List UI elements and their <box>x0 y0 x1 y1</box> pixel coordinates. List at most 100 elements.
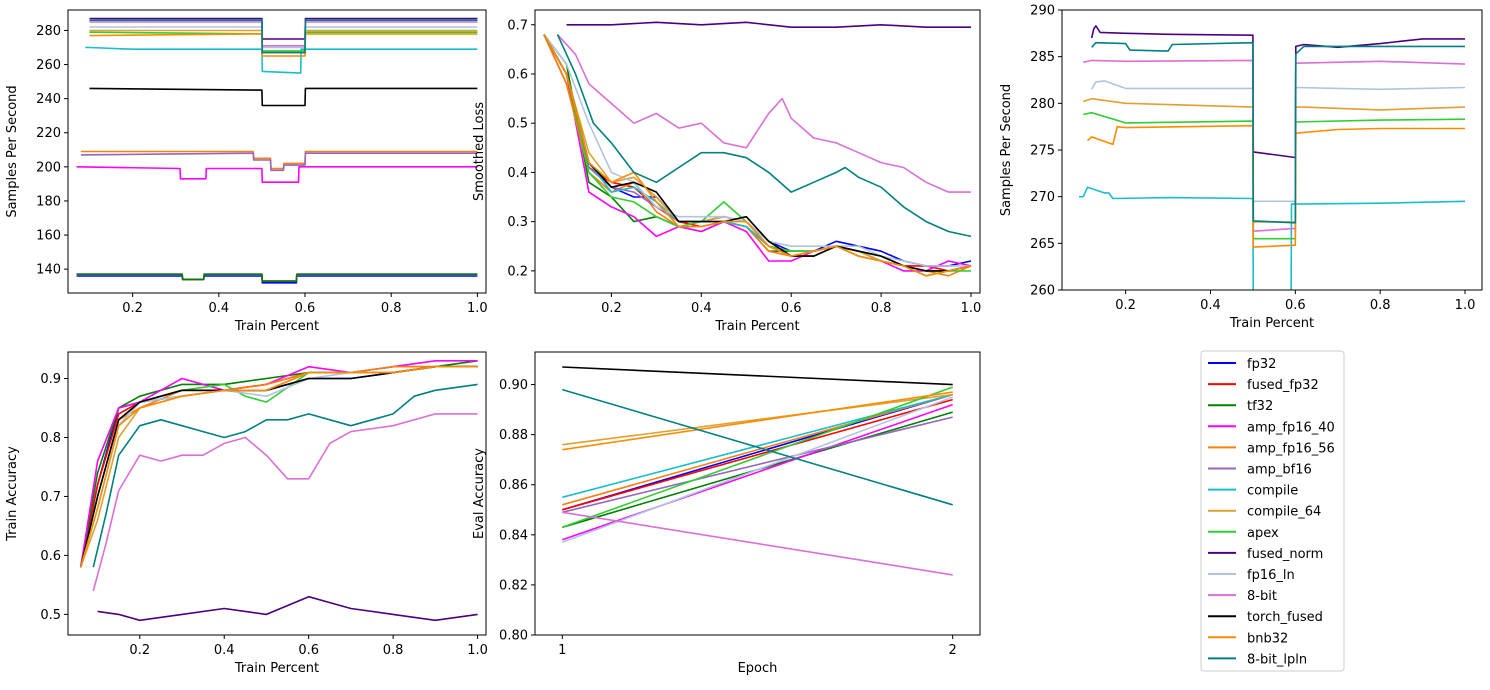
series-line-fp16_ln <box>1091 80 1466 203</box>
x-tick-label: 0.2 <box>1115 298 1136 313</box>
y-tick-label: 280 <box>36 24 61 39</box>
series-group <box>79 359 478 622</box>
series-line-bnb32 <box>89 33 478 57</box>
x-tick-label: 0.2 <box>129 643 150 658</box>
legend-label: fp32 <box>1247 357 1276 372</box>
chart-throughput_zoom: 0.2 0.4 0.6 0.8 1.0 260 265 270 275 280 285 290 Trai… <box>999 4 1483 331</box>
legend-item-fused_norm: fused_norm <box>1208 547 1323 562</box>
x-axis-label: Train Percent <box>234 319 319 334</box>
series-line-apex <box>562 386 953 529</box>
series-line-tf32 <box>79 360 478 568</box>
legend-item-bnb32: bnb32 <box>1208 631 1288 646</box>
series-line-8-bit <box>562 511 953 576</box>
series-group <box>1079 25 1466 290</box>
series-line-8-bit_lpln <box>1091 41 1465 224</box>
y-tick-label: 290 <box>1030 4 1055 19</box>
series-line-fused_fp32 <box>562 398 953 511</box>
y-tick-label: 0.6 <box>40 549 61 564</box>
legend-item-torch_fused: torch_fused <box>1208 610 1323 625</box>
series-line-bnb32 <box>562 391 953 451</box>
y-axis-label: Smoothed Loss <box>472 102 487 201</box>
series-line-fp16_ln <box>89 26 478 49</box>
legend-item-amp_fp16_40: amp_fp16_40 <box>1208 420 1335 435</box>
x-tick-label: 0.6 <box>1285 298 1306 313</box>
legend-item-fp32: fp32 <box>1208 357 1276 372</box>
legend-item-fp16_ln: fp16_ln <box>1208 568 1295 583</box>
series-line-torch_fused <box>89 87 478 107</box>
series-line-compile_64 <box>1082 97 1466 223</box>
y-tick-label: 0.7 <box>40 490 61 505</box>
legend-item-amp_bf16: amp_bf16 <box>1208 463 1312 478</box>
y-tick-label: 140 <box>36 263 61 278</box>
x-axis-label: Epoch <box>738 661 778 676</box>
y-tick-label: 280 <box>1030 97 1055 112</box>
series-line-8-bit <box>92 413 478 592</box>
series-line-8-bit_lpln <box>556 34 972 238</box>
axes-frame <box>67 351 487 636</box>
series-line-compile_64 <box>562 393 953 446</box>
chart-loss: 0.2 0.4 0.6 0.8 1.0 0.2 0.3 0.4 0.5 0.6 0.7 Train P… <box>472 9 981 334</box>
legend-item-tf32: tf32 <box>1208 399 1273 414</box>
series-line-amp_fp16_40 <box>543 34 972 272</box>
series-line-amp_fp16_40 <box>79 359 478 568</box>
x-tick-label: 1.0 <box>467 301 488 316</box>
series-line-tf32 <box>76 273 478 282</box>
x-tick-label: 0.8 <box>871 301 892 316</box>
y-tick-label: 285 <box>1030 50 1055 65</box>
x-tick-label: 2 <box>949 643 957 658</box>
legend-label: fp16_ln <box>1247 568 1295 583</box>
legend-label: compile <box>1247 484 1298 499</box>
y-axis-label: Train Accuracy <box>5 446 20 542</box>
x-tick-label: 0.4 <box>1200 298 1221 313</box>
y-axis-label: Eval Accuracy <box>472 448 487 539</box>
legend-label: torch_fused <box>1247 610 1323 625</box>
legend: fp32 fused_fp32 tf32 amp_fp16_40 amp_fp16_56… <box>1200 350 1345 672</box>
x-tick-label: 0.2 <box>122 301 143 316</box>
y-axis-label: Samples Per Second <box>5 85 20 217</box>
x-tick-label: 0.6 <box>295 301 316 316</box>
y-tick-label: 0.80 <box>499 629 528 644</box>
series-line-torch_fused <box>562 366 953 386</box>
y-tick-label: 200 <box>36 160 61 175</box>
series-line-fused_norm <box>566 21 971 29</box>
chart-throughput: 0.2 0.4 0.6 0.8 1.0 140 160 180 200 220 240 260 280 T… <box>5 9 488 334</box>
x-tick-label: 1 <box>558 643 566 658</box>
x-axis-label: Train Percent <box>234 661 319 676</box>
legend-label: amp_fp16_56 <box>1247 441 1335 456</box>
y-tick-label: 0.2 <box>507 264 528 279</box>
legend-item-apex: apex <box>1208 526 1279 541</box>
y-tick-label: 0.90 <box>499 378 528 393</box>
legend-item-amp_fp16_56: amp_fp16_56 <box>1208 441 1335 456</box>
y-tick-label: 180 <box>36 194 61 209</box>
x-tick-label: 0.6 <box>298 643 319 658</box>
legend-item-compile_64: compile_64 <box>1208 505 1321 520</box>
y-tick-label: 275 <box>1030 144 1055 159</box>
series-line-fused_norm <box>97 595 478 622</box>
y-tick-label: 0.5 <box>40 608 61 623</box>
chart-eval_acc: 1 2 0.80 0.82 0.84 0.86 0.88 0.90 Epoch Eval Accu… <box>472 351 981 676</box>
y-tick-label: 0.6 <box>507 67 528 82</box>
y-tick-label: 0.4 <box>507 166 528 181</box>
series-line-fp16_ln <box>562 396 953 544</box>
series-line-amp_fp16_40 <box>76 166 478 183</box>
series-line-bnb32 <box>543 34 972 277</box>
y-tick-label: 0.7 <box>507 18 528 33</box>
y-tick-label: 0.88 <box>499 428 528 443</box>
legend-label: fused_fp32 <box>1247 378 1319 393</box>
x-tick-label: 0.2 <box>601 301 622 316</box>
legend-label: tf32 <box>1247 399 1273 414</box>
series-line-fp16_ln <box>543 34 971 267</box>
y-axis-label: Samples Per Second <box>999 84 1014 216</box>
legend-label: 8-bit <box>1247 589 1277 604</box>
y-tick-label: 240 <box>36 92 61 107</box>
axes-frame <box>67 9 487 294</box>
axes-frame <box>1061 9 1483 291</box>
x-tick-label: 0.4 <box>691 301 712 316</box>
series-group <box>76 17 478 284</box>
series-line-bnb32 <box>79 365 478 568</box>
series-line-fp32 <box>562 393 953 511</box>
legend-label: apex <box>1247 526 1279 541</box>
x-tick-label: 0.4 <box>214 643 235 658</box>
y-tick-label: 0.5 <box>507 117 528 132</box>
